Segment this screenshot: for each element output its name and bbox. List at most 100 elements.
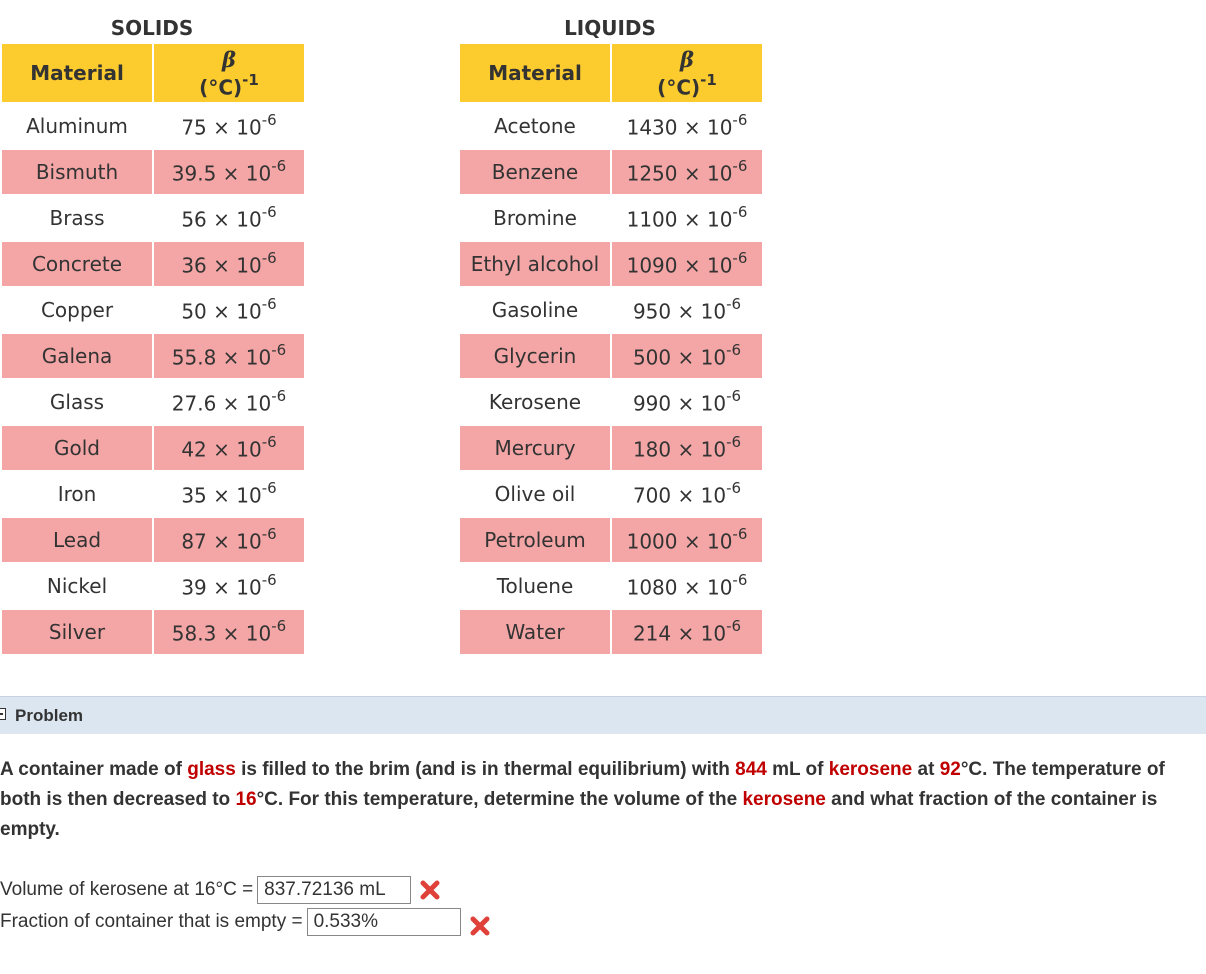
material-cell: Mercury	[460, 424, 612, 470]
coefficient-cell: 27.6 × 10-6	[154, 378, 306, 424]
beta-unit: (°C)-1	[199, 71, 259, 100]
table-row: Ethyl alcohol 1090 × 10-6	[460, 240, 764, 286]
x-icon	[470, 916, 490, 936]
liquids-header-row: Material β (°C)-1	[460, 44, 764, 102]
material-cell: Ethyl alcohol	[460, 240, 612, 286]
liquid-highlight: kerosene	[828, 759, 913, 780]
material-cell: Water	[460, 608, 612, 654]
coefficient-cell: 1090 × 10-6	[612, 240, 764, 286]
material-cell: Silver	[2, 608, 154, 654]
coefficient-cell: 35 × 10-6	[154, 470, 306, 516]
coefficient-cell: 214 × 10-6	[612, 608, 764, 654]
material-cell: Copper	[2, 286, 154, 332]
table-row: Petroleum 1000 × 10-6	[460, 516, 764, 562]
table-row: Mercury 180 × 10-6	[460, 424, 764, 470]
table-row: Glass 27.6 × 10-6	[2, 378, 306, 424]
problem-header-bar[interactable]: Problem	[0, 696, 1206, 734]
answer-row-fraction: Fraction of container that is empty =	[0, 906, 491, 938]
material-cell: Benzene	[460, 148, 612, 194]
coefficient-cell: 180 × 10-6	[612, 424, 764, 470]
table-row: Bromine 1100 × 10-6	[460, 194, 764, 240]
table-row: Gasoline 950 × 10-6	[460, 286, 764, 332]
material-cell: Aluminum	[2, 102, 154, 148]
table-row: Glycerin 500 × 10-6	[460, 332, 764, 378]
x-icon	[420, 880, 440, 900]
beta-unit: (°C)-1	[657, 71, 717, 100]
volume-answer-input[interactable]	[257, 876, 412, 904]
table-row: Toluene 1080 × 10-6	[460, 562, 764, 608]
coefficient-cell: 42 × 10-6	[154, 424, 306, 470]
coefficient-cell: 56 × 10-6	[154, 194, 306, 240]
coefficient-cell: 500 × 10-6	[612, 332, 764, 378]
solids-table-section: SOLIDS Material β (°C)-1 Aluminum 75 × 10…	[2, 12, 306, 654]
material-cell: Gasoline	[460, 286, 612, 332]
coefficient-cell: 39 × 10-6	[154, 562, 306, 608]
material-cell: Kerosene	[460, 378, 612, 424]
material-cell: Lead	[2, 516, 154, 562]
material-cell: Nickel	[2, 562, 154, 608]
material-cell: Glass	[2, 378, 154, 424]
problem-statement: A container made of glass is filled to t…	[0, 759, 1165, 840]
table-row: Concrete 36 × 10-6	[2, 240, 306, 286]
table-row: Nickel 39 × 10-6	[2, 562, 306, 608]
solids-title: SOLIDS	[110, 16, 194, 40]
material-cell: Bismuth	[2, 148, 154, 194]
material-highlight: glass	[187, 759, 236, 780]
coefficient-cell: 1100 × 10-6	[612, 194, 764, 240]
table-row: Iron 35 × 10-6	[2, 470, 306, 516]
volume-highlight: 844	[735, 759, 767, 780]
fraction-answer-input[interactable]	[306, 908, 461, 936]
coefficient-cell: 1250 × 10-6	[612, 148, 764, 194]
material-cell: Gold	[2, 424, 154, 470]
liquids-title: LIQUIDS	[564, 16, 656, 40]
material-cell: Brass	[2, 194, 154, 240]
final-temp-highlight: 16	[235, 789, 257, 810]
coefficient-cell: 75 × 10-6	[154, 102, 306, 148]
solids-header-row: Material β (°C)-1	[2, 44, 306, 102]
beta-column-header: β (°C)-1	[154, 44, 306, 102]
material-column-header: Material	[460, 44, 612, 102]
table-row: Silver 58.3 × 10-6	[2, 608, 306, 654]
material-cell: Glycerin	[460, 332, 612, 378]
table-row: Lead 87 × 10-6	[2, 516, 306, 562]
coefficient-cell: 700 × 10-6	[612, 470, 764, 516]
liquids-table: Material β (°C)-1 Acetone 1430 × 10-6 Ben…	[460, 44, 764, 654]
initial-temp-highlight: 92	[939, 759, 961, 780]
table-row: Brass 56 × 10-6	[2, 194, 306, 240]
beta-symbol: β	[222, 47, 236, 73]
coefficient-cell: 39.5 × 10-6	[154, 148, 306, 194]
table-row: Kerosene 990 × 10-6	[460, 378, 764, 424]
coefficient-cell: 55.8 × 10-6	[154, 332, 306, 378]
solids-table: Material β (°C)-1 Aluminum 75 × 10-6 Bism…	[2, 44, 306, 654]
table-row: Water 214 × 10-6	[460, 608, 764, 654]
table-row: Olive oil 700 × 10-6	[460, 470, 764, 516]
material-cell: Concrete	[2, 240, 154, 286]
material-cell: Acetone	[460, 102, 612, 148]
coefficient-cell: 58.3 × 10-6	[154, 608, 306, 654]
coefficient-cell: 36 × 10-6	[154, 240, 306, 286]
coefficient-cell: 1430 × 10-6	[612, 102, 764, 148]
answer-row-volume: Volume of kerosene at 16°C =	[0, 874, 441, 906]
material-cell: Toluene	[460, 562, 612, 608]
table-row: Aluminum 75 × 10-6	[2, 102, 306, 148]
table-row: Galena 55.8 × 10-6	[2, 332, 306, 378]
beta-column-header: β (°C)-1	[612, 44, 764, 102]
coefficient-cell: 87 × 10-6	[154, 516, 306, 562]
beta-symbol: β	[680, 47, 694, 73]
coefficient-cell: 1000 × 10-6	[612, 516, 764, 562]
coefficient-cell: 950 × 10-6	[612, 286, 764, 332]
volume-answer-label: Volume of kerosene at 16°C =	[0, 879, 254, 900]
table-row: Benzene 1250 × 10-6	[460, 148, 764, 194]
material-column-header: Material	[2, 44, 154, 102]
material-cell: Petroleum	[460, 516, 612, 562]
liquids-table-section: LIQUIDS Material β (°C)-1 Acetone 1430 × …	[460, 12, 764, 654]
table-row: Acetone 1430 × 10-6	[460, 102, 764, 148]
material-cell: Bromine	[460, 194, 612, 240]
liquid-highlight: kerosene	[742, 789, 826, 810]
table-row: Bismuth 39.5 × 10-6	[2, 148, 306, 194]
coefficient-cell: 1080 × 10-6	[612, 562, 764, 608]
collapse-toggle-icon[interactable]	[0, 708, 6, 720]
coefficient-cell: 990 × 10-6	[612, 378, 764, 424]
table-row: Copper 50 × 10-6	[2, 286, 306, 332]
table-row: Gold 42 × 10-6	[2, 424, 306, 470]
